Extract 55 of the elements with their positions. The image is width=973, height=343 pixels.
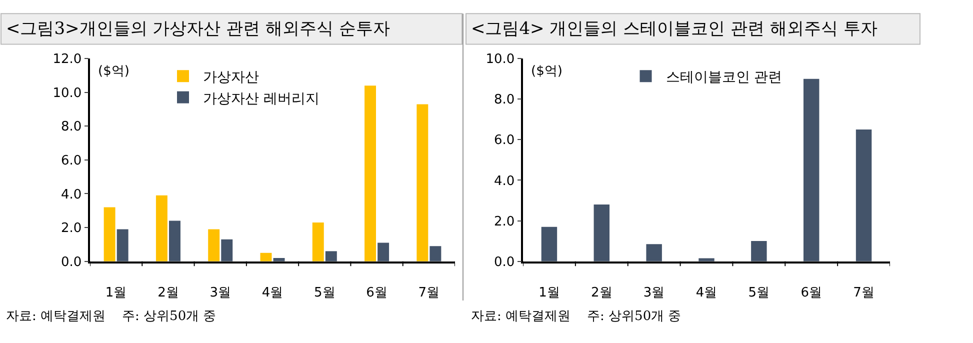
y-tick-label: 10.0 bbox=[52, 86, 82, 101]
y-tick-label: 10.0 bbox=[486, 52, 515, 68]
x-tick-label: 3월 bbox=[643, 286, 665, 301]
legend-label: 가상자산 bbox=[203, 70, 259, 86]
x-tick-label: 7월 bbox=[853, 286, 874, 301]
x-tick-label: 5월 bbox=[314, 286, 336, 301]
bar bbox=[416, 104, 428, 262]
bar bbox=[260, 252, 272, 262]
bar bbox=[751, 241, 767, 262]
y-tick-label: 6.0 bbox=[60, 154, 82, 169]
y-tick-label: 6.0 bbox=[494, 133, 515, 148]
bar bbox=[803, 78, 820, 262]
y-tick-label: 8.0 bbox=[60, 120, 82, 135]
x-tick-label: 4월 bbox=[696, 286, 718, 301]
text: 자료: 예탁결제원 주: 상위50개 중 bbox=[471, 309, 682, 324]
bar bbox=[116, 229, 128, 262]
y-tick-label: 0.0 bbox=[60, 254, 82, 270]
x-tick-label: 5월 bbox=[748, 286, 770, 301]
x-tick-label: 7월 bbox=[418, 286, 440, 301]
text: 자료: 예탁결제원 주: 상위50개 중 bbox=[6, 309, 216, 324]
y-tick-label: 4.0 bbox=[494, 174, 515, 189]
legend-label: 스테이블코인 관련 bbox=[666, 70, 782, 86]
y-tick-label: 0.0 bbox=[494, 254, 515, 270]
legend-label: 가상자산 레버리지 bbox=[203, 90, 320, 107]
chart-title: <그림4> 개인들의 스테이블코인 관련 해외주식 투자 bbox=[471, 19, 878, 39]
bar bbox=[594, 204, 610, 262]
bar bbox=[541, 226, 558, 262]
y-tick-label: 8.0 bbox=[494, 92, 515, 108]
x-tick-label: 1월 bbox=[105, 286, 127, 301]
x-tick-label: 2월 bbox=[158, 286, 179, 301]
bar bbox=[221, 239, 233, 262]
x-tick-label: 3월 bbox=[210, 286, 231, 301]
bar bbox=[169, 220, 180, 262]
bar bbox=[430, 246, 442, 262]
x-tick-label: 6월 bbox=[800, 286, 822, 301]
x-tick-label: 2월 bbox=[591, 286, 612, 301]
y-tick-label: 12.0 bbox=[52, 52, 82, 68]
bar bbox=[312, 222, 324, 262]
bar bbox=[208, 229, 220, 262]
x-tick-label: 1월 bbox=[538, 286, 560, 301]
bar bbox=[325, 251, 337, 262]
x-tick-label: 6월 bbox=[366, 286, 388, 301]
bar bbox=[378, 242, 390, 262]
y-tick-label: 4.0 bbox=[60, 187, 82, 202]
chart-title: <그림3>개인들의 가상자산 관련 해외주식 순투자 bbox=[6, 19, 390, 39]
y-tick-label: 2.0 bbox=[60, 221, 82, 236]
bar bbox=[856, 130, 872, 262]
bar bbox=[104, 207, 116, 262]
bar bbox=[364, 86, 376, 262]
y-axis-title: ($억) bbox=[531, 64, 562, 79]
y-axis-title: ($억) bbox=[98, 64, 130, 79]
y-tick-label: 2.0 bbox=[494, 214, 515, 230]
bar bbox=[156, 195, 168, 262]
bar bbox=[646, 244, 662, 262]
x-tick-label: 4월 bbox=[262, 286, 284, 301]
